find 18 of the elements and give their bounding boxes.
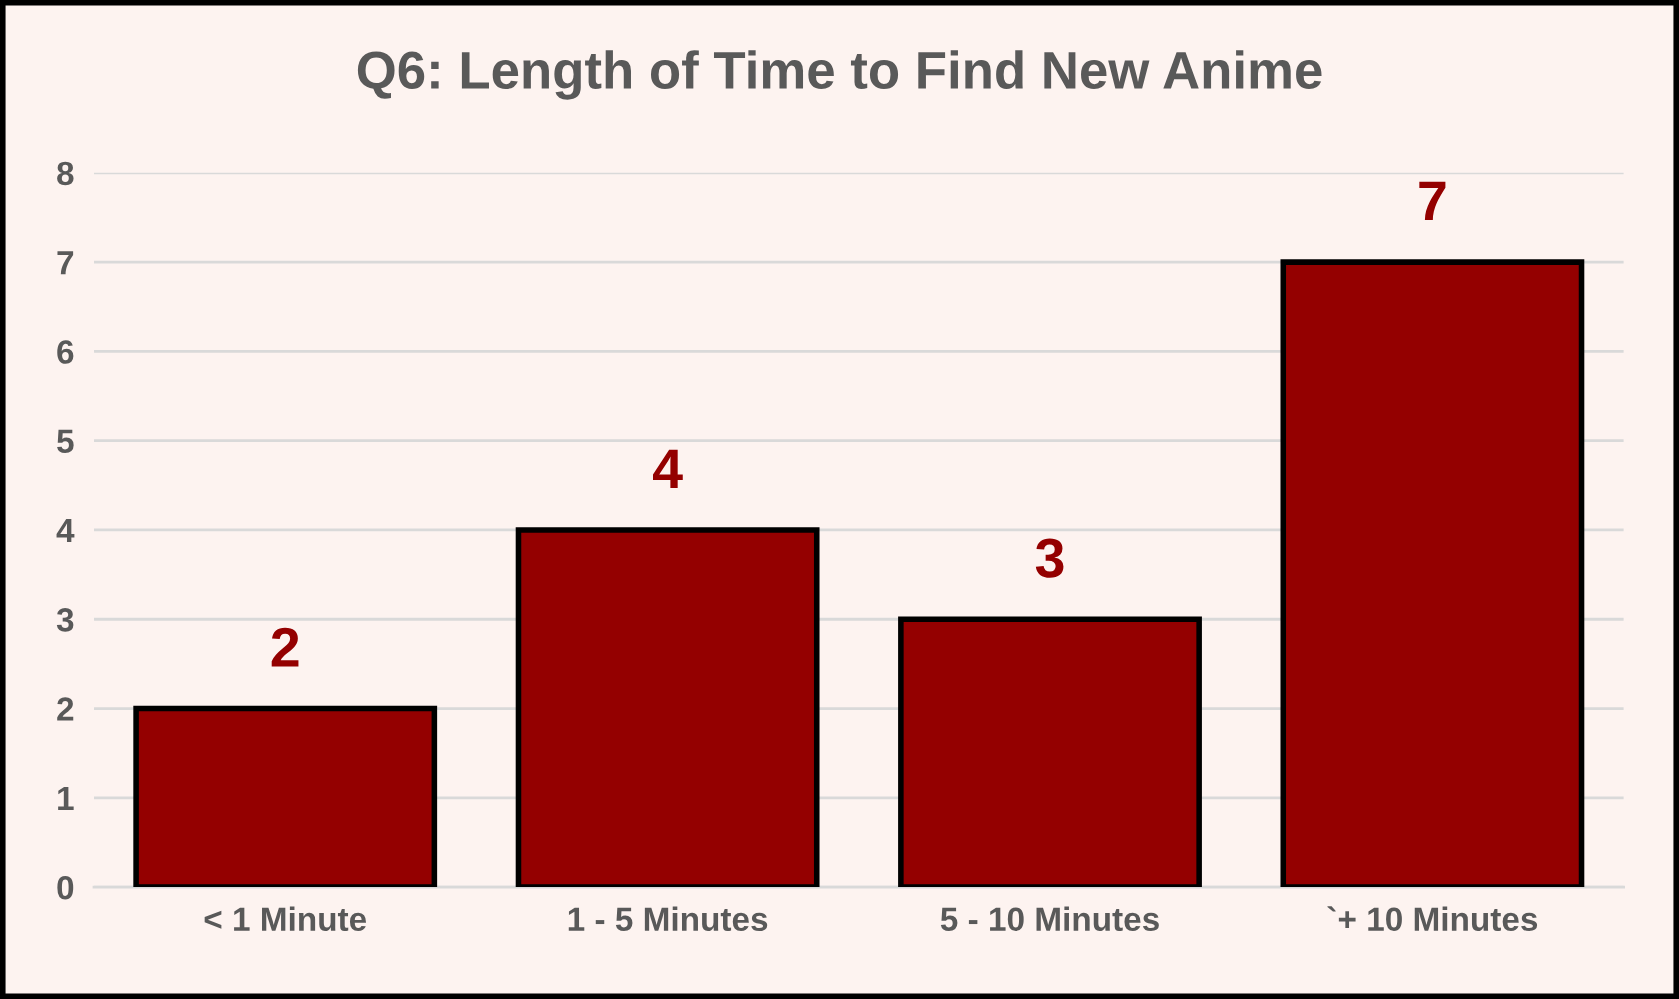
- y-tick-label: 4: [56, 519, 75, 543]
- x-tick-label: 1 - 5 Minutes: [568, 906, 768, 932]
- y-tick-label: 1: [58, 786, 74, 810]
- y-tick-label: 7: [57, 251, 74, 275]
- x-tick-label: < 1 Minute: [204, 906, 367, 932]
- data-label: 3: [1035, 538, 1064, 578]
- chart-title: Q6: Length of Time to Find New Anime: [357, 50, 1322, 100]
- y-tick-label: 6: [57, 340, 74, 364]
- data-label: 7: [1419, 181, 1446, 221]
- x-tick-label: `+ 10 Minutes: [1327, 906, 1538, 932]
- y-tick-label: 0: [57, 875, 74, 900]
- y-tick-label: 8: [57, 161, 74, 186]
- data-label: 4: [653, 449, 683, 488]
- y-tick-label: 5: [57, 429, 74, 454]
- data-label: 2: [271, 627, 299, 667]
- y-tick-label: 3: [56, 608, 74, 632]
- x-tick-label: 5 - 10 Minutes: [940, 906, 1159, 932]
- y-tick-label: 2: [57, 697, 74, 721]
